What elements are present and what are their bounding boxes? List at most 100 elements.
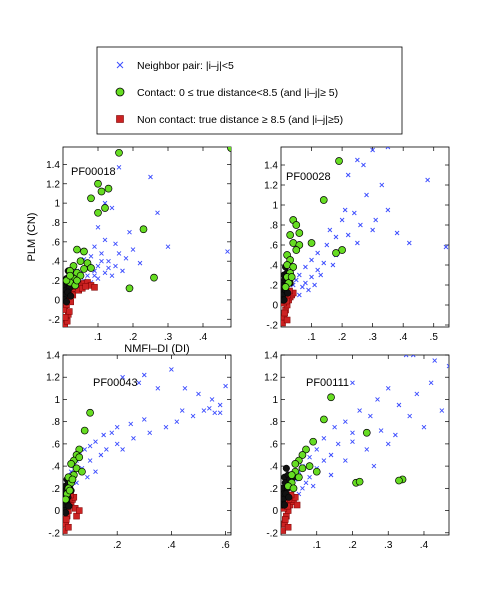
dense-point <box>281 501 289 509</box>
neighbor-point <box>312 282 317 288</box>
noncontact-point <box>73 512 80 520</box>
neighbor-point <box>207 406 212 411</box>
neighbor-point <box>321 458 327 463</box>
neighbor-point <box>350 380 355 386</box>
neighbor-point <box>307 474 312 480</box>
y-tick-label: .8 <box>52 218 61 229</box>
contact-point <box>68 475 77 484</box>
x-tick-label: .4 <box>420 540 429 551</box>
neighbor-point <box>116 165 122 170</box>
neighbor-point <box>358 222 363 228</box>
contact-point <box>66 271 74 280</box>
legend-marker-contact <box>115 87 125 97</box>
neighbor-point <box>364 447 370 452</box>
neighbor-point <box>318 272 324 278</box>
neighbor-point <box>407 413 412 419</box>
contact-point <box>295 473 303 482</box>
neighbor-point <box>196 391 201 397</box>
contact-point <box>309 437 318 446</box>
y-tick-label: 0 <box>272 301 278 312</box>
panel-pf00043: -.2 0 .2 .4 .6 .8 1 1.2 1.4 .2 .4 .6 PF00043 <box>46 351 232 551</box>
neighbor-point <box>120 374 125 380</box>
contact-point <box>87 264 95 272</box>
contact-point <box>305 462 314 470</box>
neighbor-point <box>217 410 223 416</box>
y-tick-label: .2 <box>270 281 279 292</box>
contact-point <box>319 196 328 204</box>
contact-point <box>80 426 89 435</box>
y-tick-label: .4 <box>52 257 61 268</box>
neighbor-point <box>328 472 334 478</box>
contact-point <box>150 273 158 282</box>
neighbor-point <box>315 250 320 256</box>
neighbor-point <box>130 247 136 252</box>
neighbor-point <box>225 249 230 254</box>
axes-box <box>280 354 450 536</box>
neighbor-point <box>355 240 360 246</box>
neighbor-point <box>109 430 115 436</box>
data-points <box>63 147 231 327</box>
neighbor-point <box>127 229 132 235</box>
panel-label: PF00018 <box>71 166 116 178</box>
neighbor-point <box>406 240 412 246</box>
neighbor-point <box>114 441 120 447</box>
contact-point <box>115 148 123 157</box>
neighbor-point <box>109 273 115 279</box>
contact-point <box>286 231 295 239</box>
neighbor-point <box>98 452 104 458</box>
dense-point <box>285 493 293 501</box>
neighbor-point <box>370 147 375 153</box>
neighbor-point <box>378 428 384 433</box>
data-points <box>63 367 228 534</box>
y-tick-label: 1 <box>54 199 60 210</box>
neighbor-point <box>120 447 125 452</box>
y-tick-label: 1.2 <box>46 373 60 384</box>
y-tick-label: 1.4 <box>46 351 60 362</box>
neighbor-point <box>209 397 215 402</box>
neighbor-point <box>113 263 118 269</box>
neighbor-point <box>446 363 449 369</box>
y-tick-label: 1 <box>272 395 278 406</box>
contact-point <box>292 246 301 254</box>
y-tick-label: .4 <box>52 462 61 473</box>
contact-point <box>291 460 300 468</box>
neighbor-point <box>314 447 320 452</box>
dense-point <box>65 502 73 510</box>
x-tick-label: .4 <box>199 332 208 343</box>
neighbor-point <box>303 480 309 486</box>
noncontact-point <box>76 507 83 514</box>
neighbor-point <box>147 430 153 436</box>
neighbor-point <box>113 241 118 247</box>
neighbor-point <box>95 263 101 269</box>
y-tick-label: .8 <box>52 417 61 428</box>
contact-point <box>332 249 340 257</box>
neighbor-point <box>371 463 377 469</box>
neighbor-point <box>373 217 379 223</box>
panel-pf00111: -.2 0 .2 .4 .6 .8 1 1.2 1.4 .1 .2 .3 .4 PF00111 <box>264 351 450 551</box>
contact-point <box>97 187 106 196</box>
neighbor-point <box>327 227 333 233</box>
y-tick-label: -.2 <box>266 321 278 332</box>
contact-point <box>295 229 304 237</box>
neighbor-point <box>425 177 430 183</box>
contact-point <box>80 247 88 256</box>
data-points <box>281 147 449 327</box>
neighbor-point <box>339 217 345 223</box>
neighbor-point <box>123 255 129 261</box>
neighbor-point <box>179 408 185 413</box>
contact-point <box>73 276 81 285</box>
y-tick-label: 1 <box>272 201 278 212</box>
noncontact-point <box>82 283 89 290</box>
neighbor-point <box>306 287 311 293</box>
neighbor-point <box>379 182 385 188</box>
neighbor-point <box>87 443 93 449</box>
contact-point <box>86 408 94 417</box>
noncontact-point <box>281 309 288 317</box>
y-tick-label: .2 <box>52 484 61 495</box>
y-tick-label: .4 <box>270 462 279 473</box>
y-tick-label: .8 <box>270 221 279 232</box>
neighbor-point <box>385 441 391 447</box>
y-tick-label: -.2 <box>48 528 60 539</box>
contact-point <box>338 246 346 254</box>
neighbor-point <box>321 436 327 441</box>
